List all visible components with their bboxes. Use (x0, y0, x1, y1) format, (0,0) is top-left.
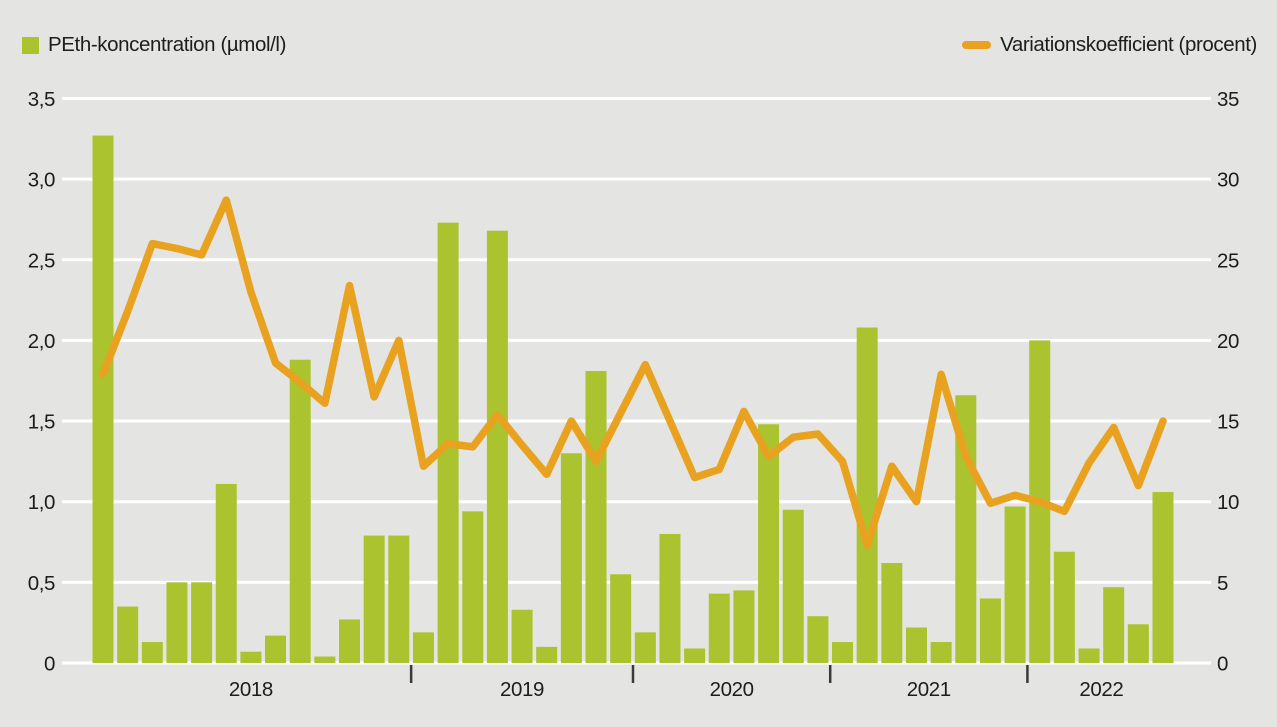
bar (92, 135, 114, 663)
bar (1127, 624, 1149, 663)
y-left-tick-label: 3,0 (28, 169, 55, 192)
year-label: 2022 (1079, 678, 1123, 701)
bar (215, 483, 237, 663)
y-right-tick-label: 0 (1217, 653, 1228, 676)
y-right-tick-label: 25 (1217, 249, 1239, 272)
bar (240, 651, 262, 663)
bar (536, 646, 558, 663)
bar (930, 642, 952, 663)
year-label: 2019 (500, 678, 544, 701)
bar (1078, 648, 1100, 663)
bar (363, 535, 385, 663)
axis-tick-labels: 0 0 0,5 5 1,0 10 1,5 15 2,0 20 2,5 25 3,0 30 3,5 35 (28, 88, 1240, 676)
y-right-tick-label: 5 (1217, 572, 1228, 595)
bar (511, 609, 533, 663)
bar (856, 327, 878, 663)
bar (1004, 506, 1026, 663)
bar-series (92, 135, 1174, 663)
y-left-tick-label: 0,5 (28, 572, 55, 595)
bar (634, 632, 656, 663)
bar (412, 632, 434, 663)
y-left-tick-label: 2,0 (28, 330, 55, 353)
bar (905, 627, 927, 663)
y-left-tick-label: 2,5 (28, 249, 55, 272)
y-left-tick-label: 3,5 (28, 88, 55, 111)
bar (265, 635, 287, 663)
bar (462, 511, 484, 663)
bar (1103, 587, 1125, 663)
y-right-tick-label: 10 (1217, 491, 1239, 514)
bar (1152, 492, 1174, 663)
y-left-tick-label: 1,0 (28, 491, 55, 514)
bar (585, 371, 607, 663)
bar (289, 359, 311, 663)
bar (832, 642, 854, 663)
y-right-tick-label: 15 (1217, 411, 1239, 434)
y-right-tick-label: 35 (1217, 88, 1239, 111)
year-label: 2021 (907, 678, 951, 701)
bar (166, 582, 188, 663)
bar (979, 598, 1001, 663)
bar (659, 533, 681, 663)
x-axis: 2018 2019 2020 2021 2022 (229, 665, 1124, 701)
y-right-tick-label: 20 (1217, 330, 1239, 353)
cv-line (99, 196, 1167, 550)
y-left-tick-label: 1,5 (28, 411, 55, 434)
bar (388, 535, 410, 663)
bar (486, 230, 508, 663)
bar (117, 606, 139, 663)
bar (807, 616, 829, 663)
bar (141, 642, 163, 663)
bar (560, 453, 582, 663)
bar (339, 619, 361, 663)
y-right-tick-label: 30 (1217, 169, 1239, 192)
year-label: 2020 (710, 678, 754, 701)
bar (610, 574, 632, 663)
bar (758, 424, 780, 663)
y-left-tick-label: 0 (44, 653, 55, 676)
bar (733, 590, 755, 663)
bar (684, 648, 706, 663)
bar (314, 656, 336, 663)
bar (782, 509, 804, 663)
year-label: 2018 (229, 678, 273, 701)
bar (708, 593, 730, 663)
bar (1053, 551, 1075, 663)
bar (191, 582, 213, 663)
bar (881, 562, 903, 663)
